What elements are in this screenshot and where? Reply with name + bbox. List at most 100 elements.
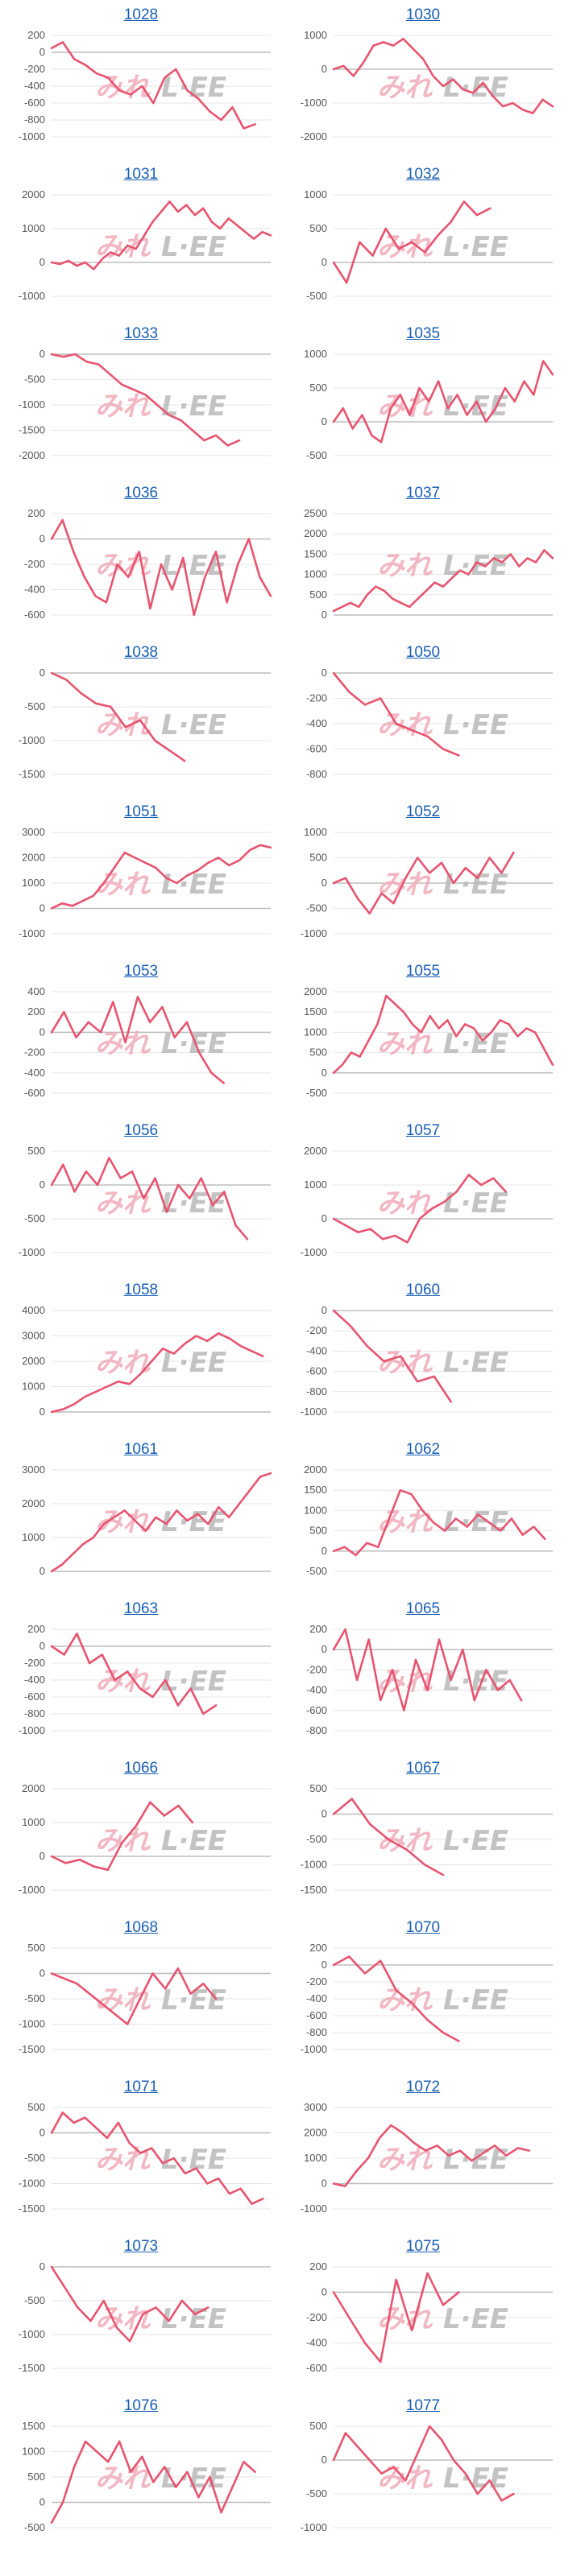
chart-title-link[interactable]: 1073 bbox=[123, 2238, 159, 2255]
watermark-part-a: みれ bbox=[95, 2144, 151, 2176]
chart-title-link[interactable]: 1058 bbox=[123, 1282, 159, 1298]
chart-panel: 400 200 0 -200 -400 -600 みれ L·EE 1053 bbox=[0, 956, 282, 1116]
watermark-part-b: L·EE bbox=[161, 1028, 226, 1060]
chart-title-link[interactable]: 1076 bbox=[123, 2397, 159, 2414]
watermark-part-a: みれ bbox=[377, 1825, 433, 1857]
chart-title-link[interactable]: 1065 bbox=[405, 1600, 441, 1617]
y-tick-label: 0 bbox=[321, 2178, 327, 2190]
chart-title-link[interactable]: 1063 bbox=[123, 1600, 159, 1617]
y-tick-label: -800 bbox=[306, 768, 327, 780]
chart-title: 1053 bbox=[0, 963, 282, 980]
y-tick-label: 2000 bbox=[304, 985, 327, 997]
y-tick-label: -1500 bbox=[19, 2202, 45, 2215]
y-tick-label: -2000 bbox=[301, 130, 327, 142]
chart-title-link[interactable]: 1033 bbox=[123, 325, 159, 342]
chart-title: 1060 bbox=[282, 1282, 564, 1299]
watermark-logo: みれ L·EE bbox=[377, 72, 508, 104]
watermark-part-b: L·EE bbox=[161, 1984, 226, 2017]
chart-title-link[interactable]: 1038 bbox=[123, 644, 159, 661]
chart-title-link[interactable]: 1035 bbox=[405, 325, 441, 342]
chart-title-link[interactable]: 1050 bbox=[405, 644, 441, 661]
chart-title-link[interactable]: 1037 bbox=[405, 485, 441, 502]
y-tick-label: -1500 bbox=[19, 424, 45, 436]
y-tick-label: 0 bbox=[321, 1304, 327, 1316]
y-tick-label: -500 bbox=[306, 1087, 327, 1099]
y-tick-label: 0 bbox=[321, 877, 327, 889]
watermark-logo: みれ L·EE bbox=[377, 1825, 508, 1857]
chart-title: 1035 bbox=[282, 325, 564, 343]
series-line bbox=[332, 549, 554, 613]
chart-title-link[interactable]: 1056 bbox=[123, 1122, 159, 1139]
y-tick-label: -400 bbox=[24, 1067, 45, 1079]
chart-title-link[interactable]: 1032 bbox=[405, 166, 441, 183]
chart-title-link[interactable]: 1071 bbox=[123, 2079, 159, 2095]
chart-title-link[interactable]: 1052 bbox=[405, 803, 441, 820]
watermark-part-a: みれ bbox=[95, 1984, 151, 2017]
watermark-logo: みれ L·EE bbox=[95, 2462, 226, 2495]
y-tick-label: 3000 bbox=[22, 1330, 45, 1342]
y-tick-label: 0 bbox=[39, 1406, 45, 1418]
chart-title: 1065 bbox=[282, 1600, 564, 1618]
y-tick-label: 1500 bbox=[304, 1484, 327, 1496]
chart-title-link[interactable]: 1060 bbox=[405, 1282, 441, 1298]
chart-title-link[interactable]: 1036 bbox=[123, 485, 159, 502]
chart-title-link[interactable]: 1030 bbox=[405, 6, 441, 23]
watermark-part-b: L·EE bbox=[443, 2303, 508, 2335]
chart-title-link[interactable]: 1075 bbox=[405, 2238, 441, 2255]
y-tick-label: 200 bbox=[27, 29, 45, 41]
watermark-part-a: みれ bbox=[95, 2462, 151, 2495]
y-tick-label: 200 bbox=[27, 1623, 45, 1635]
y-tick-label: -500 bbox=[306, 1565, 327, 1577]
y-tick-label: 3000 bbox=[22, 1463, 45, 1476]
chart-panel: 1000 500 0 -500 みれ L·EE 1032 bbox=[282, 159, 564, 319]
chart-title-link[interactable]: 1068 bbox=[123, 1919, 159, 1936]
chart-title-link[interactable]: 1057 bbox=[405, 1122, 441, 1139]
chart-panel: 2000 1000 0 -1000 みれ L·EE 1066 bbox=[0, 1753, 282, 1913]
series-line bbox=[50, 671, 186, 762]
y-tick-label: -1500 bbox=[19, 2043, 45, 2055]
watermark-part-b: L·EE bbox=[161, 550, 226, 582]
y-tick-label: -200 bbox=[306, 692, 327, 704]
chart-title-link[interactable]: 1062 bbox=[405, 1441, 441, 1458]
series-line bbox=[332, 2124, 531, 2187]
chart-title-link[interactable]: 1061 bbox=[123, 1441, 159, 1458]
y-tick-label: 200 bbox=[309, 1942, 327, 1954]
chart-title-link[interactable]: 1066 bbox=[123, 1760, 159, 1777]
chart-plot: 500 0 -500 -1000 -1500 みれ L·EE bbox=[301, 1782, 553, 1896]
chart-title-link[interactable]: 1055 bbox=[405, 963, 441, 980]
watermark-part-a: みれ bbox=[377, 550, 433, 582]
series-line bbox=[50, 1332, 264, 1414]
chart-title-link[interactable]: 1031 bbox=[123, 166, 159, 183]
y-tick-label: -500 bbox=[24, 700, 45, 712]
y-tick-label: -200 bbox=[24, 63, 45, 75]
chart-title-link[interactable]: 1072 bbox=[405, 2079, 441, 2095]
y-tick-label: -500 bbox=[24, 2294, 45, 2306]
y-tick-label: -1000 bbox=[301, 1406, 327, 1418]
chart-title-link[interactable]: 1067 bbox=[405, 1760, 441, 1777]
chart-title-link[interactable]: 1028 bbox=[123, 6, 159, 23]
y-tick-label: -1000 bbox=[19, 1246, 45, 1258]
chart-plot: 200 0 -200 -400 -600 -800 -1000 みれ L·EE bbox=[19, 1623, 271, 1736]
chart-title-link[interactable]: 1053 bbox=[123, 963, 159, 980]
chart-plot: 500 0 -500 -1000 -1500 みれ L·EE bbox=[19, 1942, 271, 2055]
y-tick-label: 0 bbox=[39, 1967, 45, 1979]
chart-plot: 200 0 -200 -400 -600 みれ L·EE bbox=[306, 2260, 553, 2374]
chart-title-link[interactable]: 1051 bbox=[123, 803, 159, 820]
chart-title-link[interactable]: 1070 bbox=[405, 1919, 441, 1936]
chart-plot: 500 0 -500 -1000 みれ L·EE bbox=[301, 2420, 553, 2533]
y-tick-label: -600 bbox=[306, 743, 327, 755]
series-line bbox=[332, 360, 554, 444]
y-tick-label: -1000 bbox=[19, 290, 45, 302]
y-tick-label: 0 bbox=[321, 256, 327, 268]
y-tick-label: -600 bbox=[306, 2009, 327, 2021]
y-tick-label: -200 bbox=[24, 1657, 45, 1669]
series-line bbox=[332, 2425, 515, 2502]
chart-plot: 1500 1000 500 0 -500 みれ L·EE bbox=[22, 2420, 271, 2533]
chart-title-link[interactable]: 1077 bbox=[405, 2397, 441, 2414]
